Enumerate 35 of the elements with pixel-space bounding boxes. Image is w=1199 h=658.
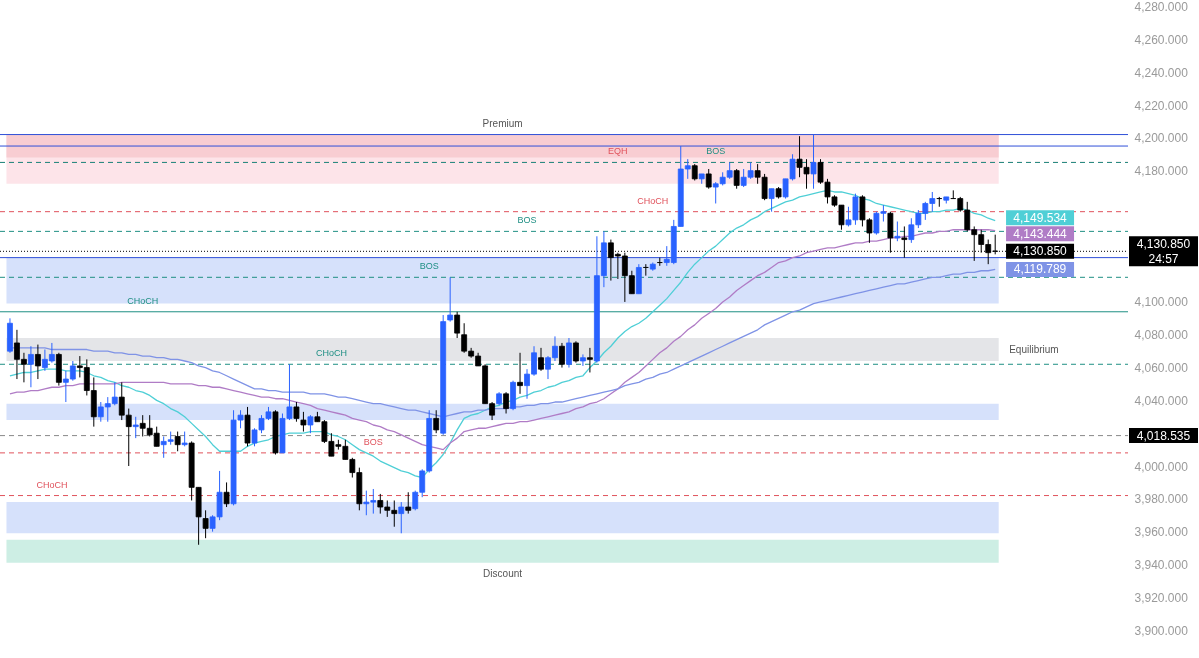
y-tick-label: 4,000.000 bbox=[1134, 459, 1189, 474]
band-label: Discount bbox=[483, 567, 523, 579]
data-label: 4,143.444 bbox=[1013, 226, 1068, 241]
data-label: 4,119.789 bbox=[1013, 262, 1067, 277]
y-tick-label: 4,180.000 bbox=[1134, 164, 1189, 179]
band-label: Premium bbox=[482, 117, 523, 129]
ref-line-label: BOS bbox=[706, 146, 726, 157]
y-tick-label: 4,280.000 bbox=[1134, 0, 1189, 15]
y-tick-label: 4,240.000 bbox=[1134, 65, 1189, 80]
ref-line-label: BOS bbox=[517, 215, 537, 226]
y-tick-label: 4,080.000 bbox=[1134, 328, 1189, 343]
text: 4,130.850 bbox=[1013, 244, 1067, 259]
y-tick-label: 4,200.000 bbox=[1134, 131, 1189, 146]
y-tick-label: 3,960.000 bbox=[1134, 525, 1189, 540]
y-tick-label: 4,220.000 bbox=[1134, 98, 1189, 113]
text: 24:57 bbox=[1148, 251, 1179, 266]
ref-line-label: 4,130.850 bbox=[1136, 236, 1191, 251]
ref-line-label: CHoCH bbox=[127, 295, 159, 306]
ref-line-label: BOS bbox=[419, 261, 439, 272]
ref-line-label: BOS bbox=[363, 436, 383, 447]
y-tick-label: 4,100.000 bbox=[1134, 295, 1189, 310]
y-tick-label: 3,940.000 bbox=[1134, 557, 1189, 572]
ref-line-label: CHoCH bbox=[36, 479, 68, 490]
y-tick-label: 4,040.000 bbox=[1134, 393, 1189, 408]
ref-line-label: CHoCH bbox=[315, 348, 347, 359]
ref-line-label: CHoCH bbox=[637, 195, 669, 206]
y-tick-label: 3,920.000 bbox=[1134, 590, 1189, 605]
y-tick-label: 3,900.000 bbox=[1134, 623, 1189, 638]
y-tick-label: 3,980.000 bbox=[1134, 492, 1189, 507]
ref-line-label: 4,018.535 bbox=[1136, 428, 1191, 443]
band-label: Equilibrium bbox=[1009, 343, 1059, 355]
data-label: 4,149.534 bbox=[1013, 210, 1068, 225]
ref-line-label: EQH bbox=[608, 146, 628, 157]
y-tick-label: 4,060.000 bbox=[1134, 361, 1189, 376]
y-tick-label: 4,260.000 bbox=[1134, 32, 1189, 47]
